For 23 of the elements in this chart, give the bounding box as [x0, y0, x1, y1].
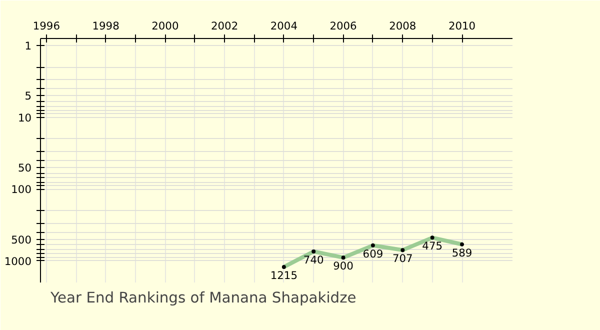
y-tick-label: 1000	[4, 254, 32, 268]
x-tick-label: 2006	[330, 20, 358, 32]
y-tick-label: 100	[11, 183, 32, 196]
text: Year End Rankings of Manana Shapakidze	[50, 290, 356, 306]
data-label: 900	[333, 260, 354, 273]
data-label: 475	[422, 240, 443, 253]
x-tick-label: 1996	[32, 20, 60, 32]
y-tick-label: 1	[24, 39, 32, 52]
y-tick-label: 50	[18, 161, 32, 174]
x-tick-label: 1998	[92, 20, 120, 32]
x-tick-label: 2008	[389, 20, 416, 32]
data-label: 589	[452, 246, 472, 260]
data-label: 1215	[270, 268, 298, 282]
data-label: 609	[362, 247, 384, 260]
x-tick-label: 2010	[448, 20, 476, 32]
x-tick-label: 2004	[270, 20, 298, 32]
x-tick-label: 2002	[210, 20, 238, 32]
y-tick-label: 5	[24, 90, 32, 103]
data-label: 740	[303, 253, 324, 266]
y-tick-label: 500	[11, 233, 32, 246]
y-tick-label: 10	[18, 111, 32, 124]
x-tick-label: 2000	[152, 20, 179, 32]
data-label: 707	[392, 252, 413, 266]
